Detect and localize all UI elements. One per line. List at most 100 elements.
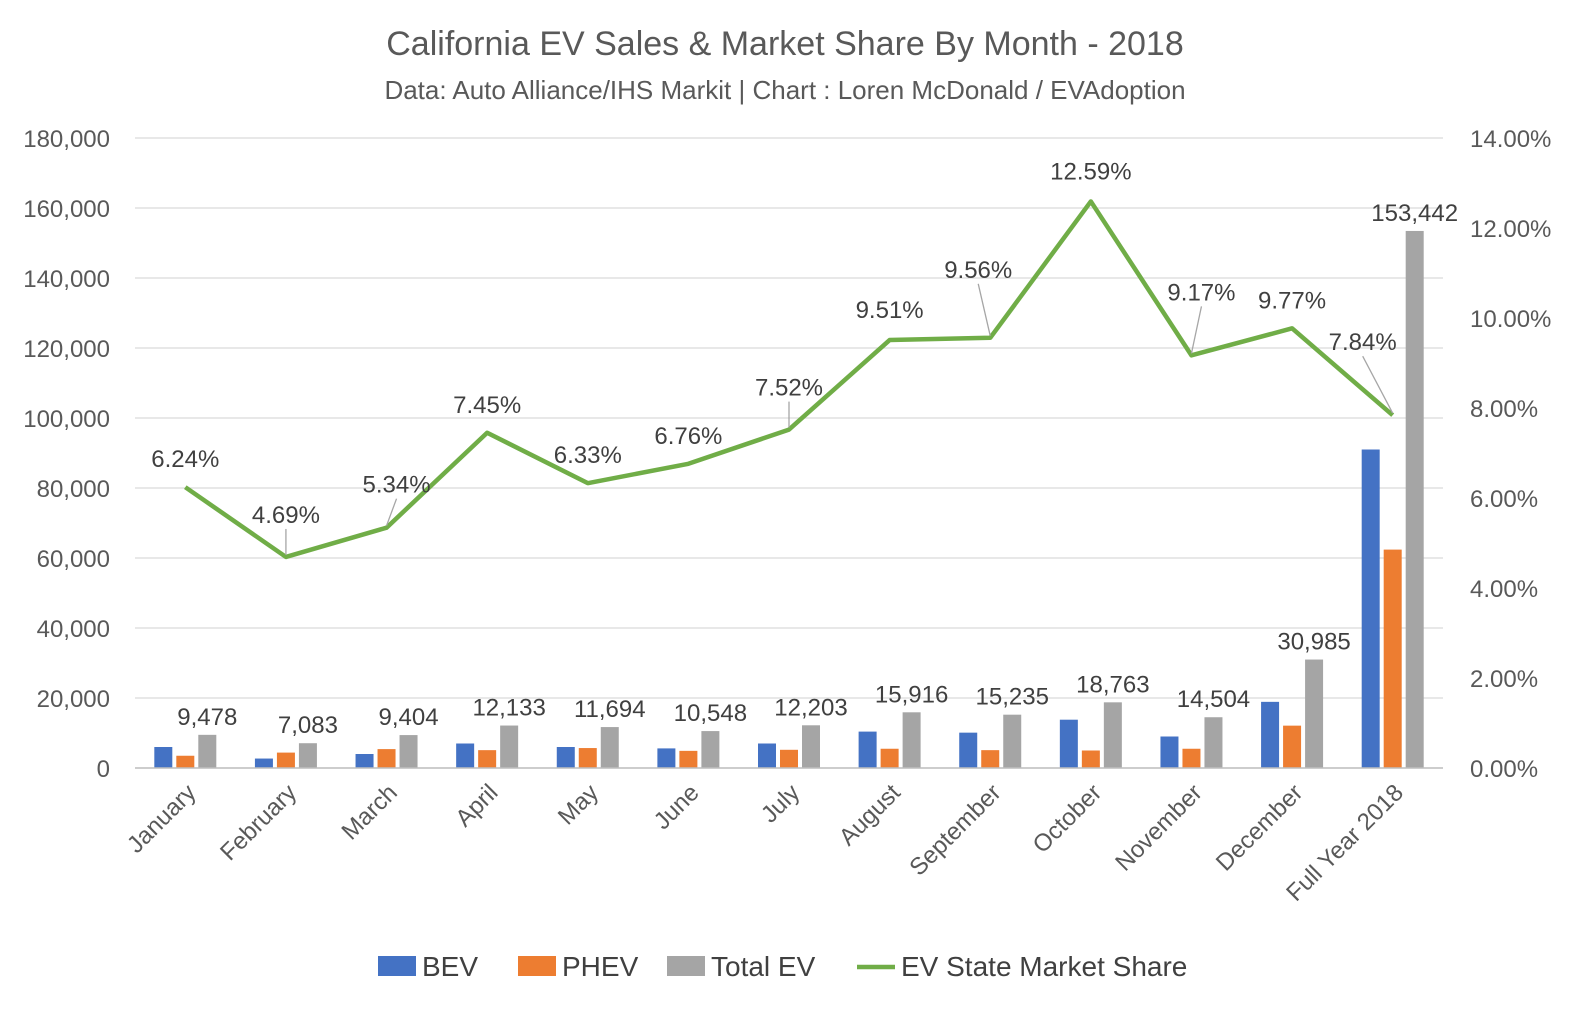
x-tick-label: October [1028,779,1107,858]
legend-label: EV State Market Share [901,951,1187,982]
total-ev-bar [298,743,317,768]
market-share-data-label: 12.59% [1050,158,1131,185]
total-ev-bar [1305,659,1324,768]
total-ev-data-label: 9,404 [379,704,439,731]
market-share-data-label: 7.45% [453,392,521,419]
left-tick-label: 80,000 [37,476,110,503]
total-ev-data-label: 15,235 [976,684,1049,711]
phev-bar [1283,725,1302,768]
left-tick-label: 40,000 [37,616,110,643]
left-tick-label: 120,000 [23,336,110,363]
bev-bar [858,731,877,768]
total-ev-data-label: 14,504 [1177,686,1250,713]
total-ev-bar [1003,714,1022,768]
right-axis: 0.00% 2.00% 4.00% 6.00% 8.00% 10.00% 12.00% 14.… [1470,126,1551,783]
total-ev-bar [802,725,820,768]
right-tick-label: 14.00% [1470,126,1551,153]
legend-label: BEV [422,951,478,982]
right-tick-label: 12.00% [1470,216,1551,243]
total-ev-data-label: 11,694 [574,696,646,723]
bev-bar [1059,719,1078,768]
total-ev-bar [600,727,619,768]
x-tick-label: September [904,779,1006,881]
bev-bar [556,747,575,768]
left-tick-label: 140,000 [23,266,110,293]
total-ev-bar [1204,717,1223,768]
market-share-data-label: 9.17% [1167,279,1235,306]
right-tick-label: 4.00% [1470,576,1538,603]
bev-bar [758,743,776,768]
market-share-line-path [184,199,1395,560]
total-ev-bar [1405,230,1424,768]
bev-bar [1261,701,1280,768]
market-share-data-label: 6.76% [654,423,722,450]
market-share-data-label: 5.34% [363,472,431,499]
market-share-data-label: 9.51% [856,297,924,324]
market-share-data-label: 7.52% [755,375,823,402]
legend-swatch [378,956,416,976]
leader-line [385,498,398,526]
x-tick-label: May [553,779,604,830]
bev-bar [1361,449,1380,768]
bev-bar [254,758,273,768]
phev-bar [981,750,1000,768]
left-axis: 0 20,000 40,000 60,000 80,000 100,000 120,000 1… [23,126,110,783]
phev-bar [478,750,497,768]
legend: BEV PHEV Total EV EV State Market Share [378,951,1187,982]
legend-swatch [518,956,556,976]
total-ev-data-label: 153,442 [1371,200,1458,227]
phev-bar [377,749,396,768]
bars [154,230,1424,768]
total-ev-data-label: 9,478 [177,704,237,731]
total-ev-data-label: 15,916 [875,681,948,708]
phev-bar [780,749,798,768]
phev-bar [1081,750,1100,768]
x-tick-label: July [756,779,805,828]
bev-bar [456,743,475,768]
market-share-data-label: 6.24% [151,446,219,473]
x-tick-label: August [834,779,906,851]
right-tick-label: 6.00% [1470,486,1538,513]
legend-label: PHEV [562,951,639,982]
market-share-data-label: 4.69% [252,502,320,529]
x-tick-label: January [122,779,201,858]
right-tick-label: 2.00% [1470,666,1538,693]
phev-bar [679,750,698,768]
bev-bar [959,732,978,768]
phev-bar [1383,549,1402,768]
total-ev-bar [399,735,418,768]
data-labels: 9,478 7,083 9,404 12,133 11,694 10,548 12,203 1… [151,158,1458,739]
phev-bar [880,748,899,768]
phev-bar [176,755,195,768]
total-ev-data-label: 7,083 [278,712,338,739]
bev-bar [154,747,173,768]
right-tick-label: 8.00% [1470,396,1538,423]
x-tick-label: June [649,779,705,835]
phev-bar [578,748,597,768]
left-tick-label: 20,000 [37,686,110,713]
right-tick-label: 0.00% [1470,756,1538,783]
total-ev-data-label: 12,133 [472,695,545,722]
x-tick-label: February [215,779,302,866]
market-share-data-label: 9.77% [1258,287,1326,314]
left-tick-label: 0 [97,756,110,783]
total-ev-bar [1103,702,1122,768]
x-axis: January February March April May June July Augu… [122,767,1443,907]
chart-title: California EV Sales & Market Share By Mo… [386,25,1184,63]
left-tick-label: 160,000 [23,196,110,223]
left-tick-label: 60,000 [37,546,110,573]
x-tick-label: April [450,779,503,832]
total-ev-bar [500,725,519,768]
phev-bar [1182,748,1201,768]
total-ev-data-label: 18,763 [1076,671,1149,698]
left-tick-label: 100,000 [23,406,110,433]
legend-swatch [667,956,705,976]
market-share-data-label: 9.56% [944,257,1012,284]
right-tick-label: 10.00% [1470,306,1551,333]
x-tick-label: November [1110,779,1207,876]
phev-bar [276,752,295,768]
leader-line [1190,306,1203,354]
legend-label: Total EV [711,951,816,982]
